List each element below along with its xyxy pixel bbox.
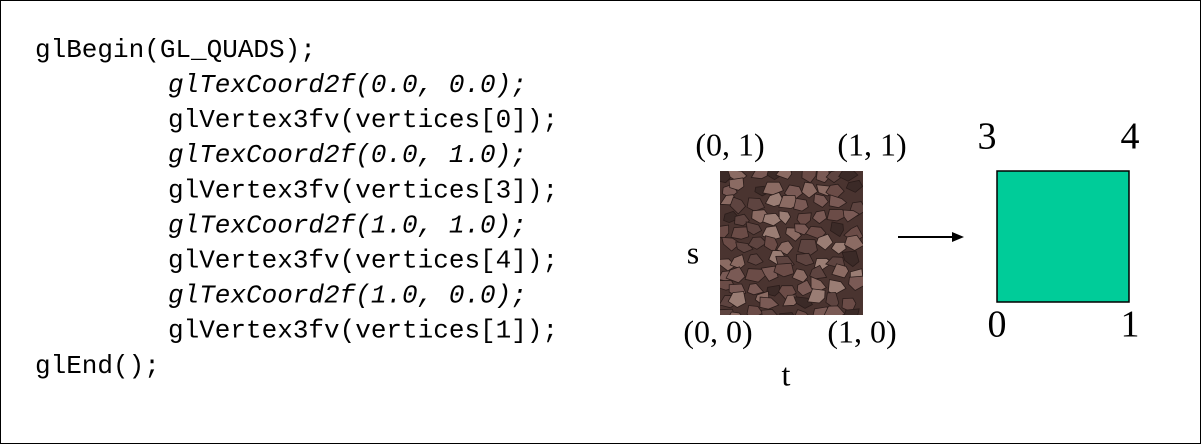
rock [823, 305, 846, 315]
rock [747, 236, 768, 250]
rock [729, 311, 742, 315]
rock [730, 226, 750, 240]
rock [848, 275, 863, 291]
tex-coord-label: (1, 1) [837, 126, 906, 162]
vertex-label: 1 [1121, 304, 1140, 346]
rock [797, 238, 818, 256]
rock [815, 171, 830, 184]
rock [762, 212, 783, 227]
rock [838, 171, 859, 182]
rock [807, 288, 826, 304]
rock [795, 252, 815, 267]
rock [727, 291, 747, 308]
arrow [898, 232, 964, 242]
rock [720, 258, 737, 272]
rock [825, 171, 844, 184]
tex-coord-label: (0, 1) [695, 126, 764, 162]
rock [842, 209, 861, 223]
code-line: glTexCoord2f(0.0, 1.0); [168, 140, 527, 170]
rock [841, 250, 860, 268]
code-line: glTexCoord2f(0.0, 0.0); [168, 70, 527, 100]
vertex-label: 3 [978, 116, 997, 158]
code-line: glVertex3fv(vertices[1]); [168, 316, 558, 346]
code-line: glVertex3fv(vertices[3]); [168, 175, 558, 205]
rock [845, 179, 863, 193]
rock [831, 263, 850, 279]
rock [745, 221, 763, 236]
rock [747, 253, 764, 266]
rock [778, 210, 792, 226]
rock [746, 283, 765, 296]
vertex-label: 0 [988, 304, 1007, 346]
rock [728, 177, 745, 191]
tex-coord-label: (1, 0) [827, 313, 896, 349]
rock [765, 284, 781, 297]
rock [793, 197, 809, 212]
rock [801, 171, 817, 184]
rock [813, 193, 829, 208]
rock [828, 194, 848, 209]
rock [796, 279, 814, 297]
rock [778, 194, 798, 209]
quad [996, 170, 1130, 303]
code-line: glTexCoord2f(1.0, 0.0); [168, 281, 527, 311]
rock [725, 266, 746, 284]
rock [844, 234, 863, 251]
code-line: glVertex3fv(vertices[4]); [168, 245, 558, 275]
rock [721, 236, 742, 252]
rock [843, 308, 860, 315]
vertex-label: 4 [1121, 116, 1140, 158]
rock [759, 296, 780, 310]
rock [801, 181, 819, 199]
axis-label: t [782, 356, 791, 392]
code-line: glBegin(GL_QUADS); [35, 35, 316, 65]
code-line: glTexCoord2f(1.0, 1.0); [168, 210, 527, 240]
rock [729, 196, 747, 215]
rock [830, 221, 844, 238]
rock [775, 171, 793, 180]
rock [811, 209, 828, 225]
code-line: glVertex3fv(vertices[0]); [168, 105, 558, 135]
tex-coord-label: (0, 0) [683, 313, 752, 349]
rock [809, 264, 828, 280]
rock [729, 254, 746, 270]
texture-image [720, 171, 863, 315]
rock [794, 309, 809, 315]
code-block: glBegin(GL_QUADS); glTexCoord2f(0.0, 0.0)… [35, 35, 558, 381]
code-line: glEnd(); [35, 351, 160, 381]
rock [734, 213, 750, 227]
rock [746, 305, 764, 315]
rock [815, 233, 834, 251]
rock [773, 262, 795, 278]
rock [750, 171, 772, 180]
rock [779, 312, 795, 315]
rock [761, 308, 778, 315]
axis-label: s [687, 234, 699, 270]
